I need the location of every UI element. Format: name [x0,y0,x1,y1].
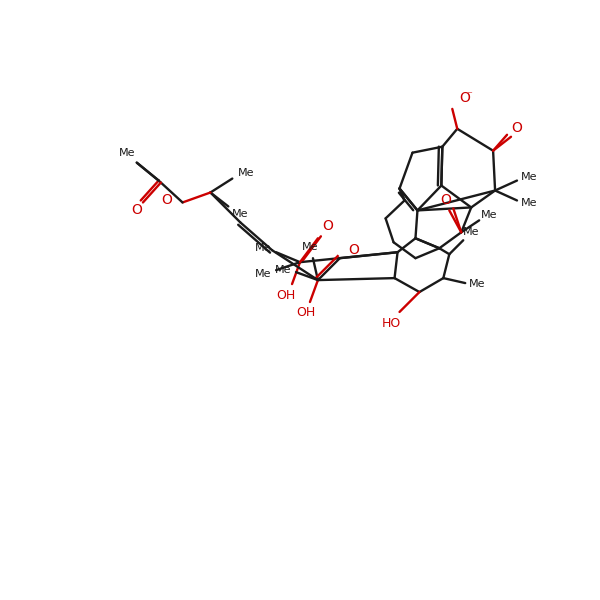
Text: Me: Me [469,279,485,289]
Text: Me: Me [119,148,135,158]
Text: ⁻: ⁻ [466,90,472,100]
Text: Me: Me [302,242,318,252]
Text: O: O [440,193,451,208]
Text: O: O [322,220,334,233]
Text: Me: Me [481,211,497,220]
Text: OH: OH [277,289,296,302]
Text: Me: Me [255,243,271,253]
Text: Me: Me [521,172,537,182]
Text: Me: Me [238,167,254,178]
Text: HO: HO [382,317,401,331]
Text: O: O [162,193,173,208]
Text: OH: OH [296,307,316,319]
Text: Me: Me [275,265,292,275]
Text: Me: Me [521,199,537,208]
Text: Me: Me [463,227,479,238]
Text: Me: Me [232,209,248,220]
Text: O: O [459,91,470,105]
Text: O: O [512,121,523,135]
Text: Me: Me [255,269,271,279]
Text: O: O [131,203,142,217]
Text: O: O [349,243,359,257]
